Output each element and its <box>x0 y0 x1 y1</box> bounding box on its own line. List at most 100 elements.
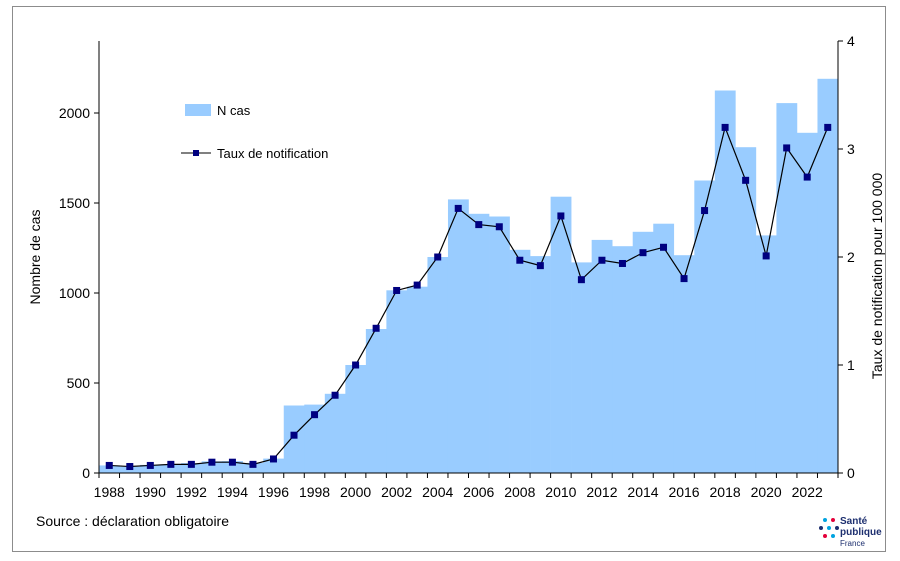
x-tick-label-1992: 1992 <box>176 484 207 500</box>
bar-2016 <box>673 255 695 473</box>
x-tick-label-1998: 1998 <box>299 484 330 500</box>
rate-point-2007 <box>495 223 503 231</box>
x-tick-label-2008: 2008 <box>504 484 535 500</box>
bar-2014 <box>632 231 654 473</box>
x-tick-label-2022: 2022 <box>792 484 823 500</box>
bar-1999 <box>324 393 346 473</box>
rate-point-1990 <box>146 461 154 469</box>
bar-2010 <box>550 196 572 473</box>
rate-point-2002 <box>393 286 401 294</box>
bar-2009 <box>530 256 551 473</box>
rate-point-2022 <box>803 173 811 181</box>
bar-2008 <box>509 249 531 473</box>
x-tick-label-1988: 1988 <box>94 484 125 500</box>
bar-2019 <box>735 147 757 473</box>
bar-1994 <box>222 461 243 473</box>
x-tick-label-2002: 2002 <box>381 484 412 500</box>
y-left-tick-label: 500 <box>67 375 91 391</box>
y-right-tick-label: 3 <box>847 141 855 157</box>
y-left-tick-label: 1000 <box>59 285 90 301</box>
rate-point-1996 <box>269 455 277 463</box>
legend: N cas Taux de notification <box>181 103 328 161</box>
rate-point-2005 <box>454 204 462 212</box>
legend-label-line: Taux de notification <box>217 146 328 161</box>
rate-point-2021 <box>783 144 791 152</box>
rate-point-1997 <box>290 431 298 439</box>
rate-point-2018 <box>721 123 729 131</box>
rate-point-2015 <box>660 243 668 251</box>
bar-2005 <box>447 199 469 473</box>
x-tick-label-1994: 1994 <box>217 484 248 500</box>
rate-point-2008 <box>516 256 524 264</box>
axes <box>94 40 843 478</box>
bar-1990 <box>140 464 161 473</box>
x-tick-label-2000: 2000 <box>340 484 371 500</box>
bar-2006 <box>468 213 490 474</box>
rate-point-1991 <box>167 460 175 468</box>
bar-2023 <box>817 78 839 474</box>
bar-2017 <box>694 180 716 473</box>
rate-point-1999 <box>331 391 339 399</box>
logo-line1: Santé <box>840 516 868 527</box>
logo-line2: publique <box>840 527 882 538</box>
y-right-tick-label: 1 <box>847 357 855 373</box>
x-tick-label-2020: 2020 <box>751 484 782 500</box>
bar-2015 <box>653 223 675 473</box>
rate-point-2010 <box>557 212 565 220</box>
rate-point-1995 <box>249 460 257 468</box>
rate-point-2009 <box>536 262 544 270</box>
legend-swatch-bars <box>185 104 211 116</box>
bar-1991 <box>160 464 182 473</box>
rate-point-2014 <box>639 249 647 257</box>
legend-marker <box>193 150 199 156</box>
y-left-tick-label: 0 <box>82 465 90 481</box>
rate-point-1989 <box>126 463 134 471</box>
y-axis-left-label: Nombre de cas <box>27 210 43 305</box>
bar-2022 <box>796 132 818 474</box>
bar-1995 <box>242 462 264 473</box>
rate-point-2011 <box>577 276 585 284</box>
rate-point-1993 <box>208 458 216 466</box>
bar-2021 <box>776 103 798 473</box>
rate-point-2023 <box>824 123 832 131</box>
bar-2004 <box>427 257 449 473</box>
bar-2011 <box>571 262 592 473</box>
x-tick-label-2018: 2018 <box>710 484 741 500</box>
rate-point-2016 <box>680 275 688 283</box>
y-left-tick-label: 1500 <box>59 195 90 211</box>
x-tick-label-2004: 2004 <box>422 484 453 500</box>
x-tick-label-1996: 1996 <box>258 484 289 500</box>
bar-2002 <box>386 290 408 473</box>
rate-point-1998 <box>311 411 319 419</box>
y-axis-right-label: Taux de notification pour 100 000 <box>869 173 885 379</box>
bar-1993 <box>201 461 223 473</box>
bar-2018 <box>714 90 736 473</box>
rate-point-2004 <box>434 253 442 261</box>
axis-labels: 0 500 1000 1500 2000 0 1 2 3 4 1988 1990 1992 1994 199… <box>59 33 855 500</box>
rate-point-2001 <box>372 324 380 332</box>
x-tick-label-2010: 2010 <box>545 484 576 500</box>
legend-label-bars: N cas <box>217 103 251 118</box>
rate-point-2012 <box>598 256 606 264</box>
x-tick-label-1990: 1990 <box>135 484 166 500</box>
rate-point-2020 <box>762 252 770 260</box>
bar-1988 <box>99 465 120 473</box>
sante-publique-france-logo: Santé publique France <box>817 516 887 556</box>
bar-1997 <box>283 405 305 473</box>
bar-2001 <box>365 329 387 473</box>
rate-point-2003 <box>413 281 421 289</box>
bar-1996 <box>263 458 285 473</box>
source-note: Source : déclaration obligatoire <box>36 513 230 529</box>
y-left-tick-label: 2000 <box>59 105 90 121</box>
logo-line3: France <box>840 539 865 548</box>
bar-2003 <box>406 286 428 473</box>
bar-2007 <box>489 216 510 473</box>
rate-point-2006 <box>475 221 483 229</box>
rate-point-1992 <box>187 460 195 468</box>
bar-2020 <box>755 235 777 473</box>
rate-point-2019 <box>742 176 750 184</box>
bar-2012 <box>591 239 613 473</box>
rate-point-2000 <box>352 361 360 369</box>
bar-1998 <box>304 404 326 473</box>
